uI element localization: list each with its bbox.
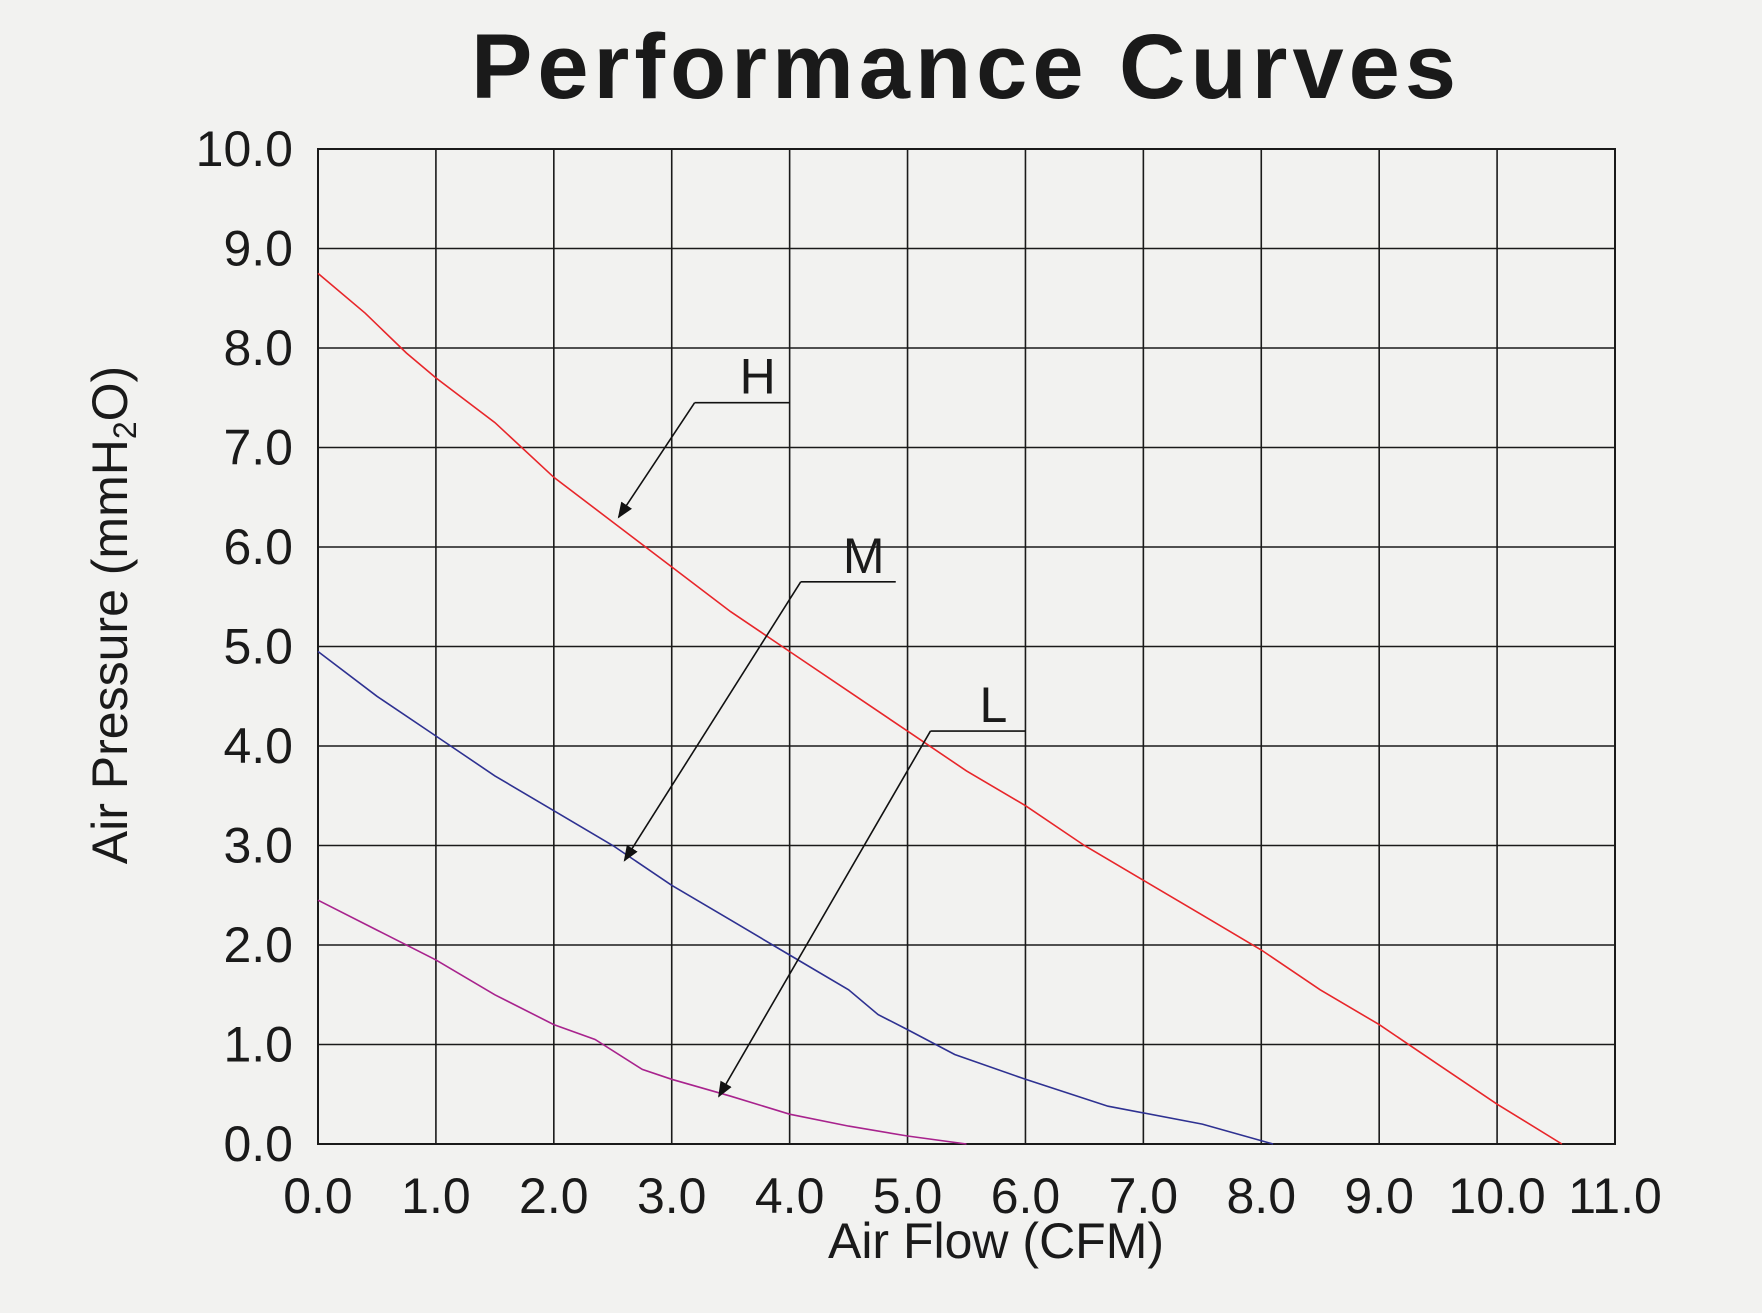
x-tick-label: 2.0: [519, 1168, 589, 1224]
x-tick-label: 11.0: [1568, 1168, 1662, 1224]
x-tick-label: 0.0: [283, 1168, 353, 1224]
x-tick-label: 10.0: [1448, 1168, 1545, 1224]
curve-label-l: L: [980, 677, 1008, 733]
x-tick-label: 9.0: [1344, 1168, 1414, 1224]
x-tick-label: 5.0: [873, 1168, 943, 1224]
x-tick-label: 3.0: [637, 1168, 707, 1224]
y-tick-label: 0.0: [223, 1116, 293, 1172]
callout-arrow-h: [617, 402, 696, 519]
x-axis-label: Air Flow (CFM): [828, 1213, 1164, 1269]
curve-m: [317, 650, 1274, 1145]
curve-label-m: M: [843, 528, 885, 584]
y-axis-label-end: O): [82, 366, 138, 422]
x-tick-label: 8.0: [1227, 1168, 1297, 1224]
x-tick-label: 4.0: [755, 1168, 825, 1224]
curve-h: [317, 272, 1563, 1145]
y-tick-label: 3.0: [223, 818, 293, 874]
y-tick-label: 5.0: [223, 619, 293, 675]
y-tick-label: 6.0: [223, 519, 293, 575]
y-tick-label: 9.0: [223, 221, 293, 277]
y-axis-label-main: Air Pressure (mmH: [82, 439, 138, 864]
y-axis-label-subscript: 2: [107, 421, 143, 439]
axis-ticks: 0.0 1.0 2.0 3.0 4.0 5.0 6.0 7.0 8.0 9.0 10.0 11.0 0.…: [196, 121, 1662, 1224]
grid: [317, 148, 1616, 1145]
y-tick-label: 1.0: [223, 1017, 293, 1073]
y-tick-label: 2.0: [223, 917, 293, 973]
performance-curves: [317, 272, 1563, 1145]
curve-label-h: H: [740, 349, 776, 405]
x-tick-label: 7.0: [1109, 1168, 1179, 1224]
curve-l: [317, 899, 967, 1145]
x-tick-label: 1.0: [401, 1168, 471, 1224]
curve-annotations: H M L: [617, 349, 1026, 1098]
y-tick-label: 8.0: [223, 320, 293, 376]
y-tick-label: 10.0: [196, 121, 293, 177]
callout-arrow-m: [623, 581, 802, 862]
y-tick-label: 4.0: [223, 718, 293, 774]
chart-title: Performance Curves: [471, 16, 1461, 118]
x-tick-label: 6.0: [991, 1168, 1061, 1224]
callout-arrow-l: [718, 730, 932, 1098]
y-tick-label: 7.0: [223, 420, 293, 476]
y-axis-label: Air Pressure (mmH2O): [82, 366, 143, 864]
